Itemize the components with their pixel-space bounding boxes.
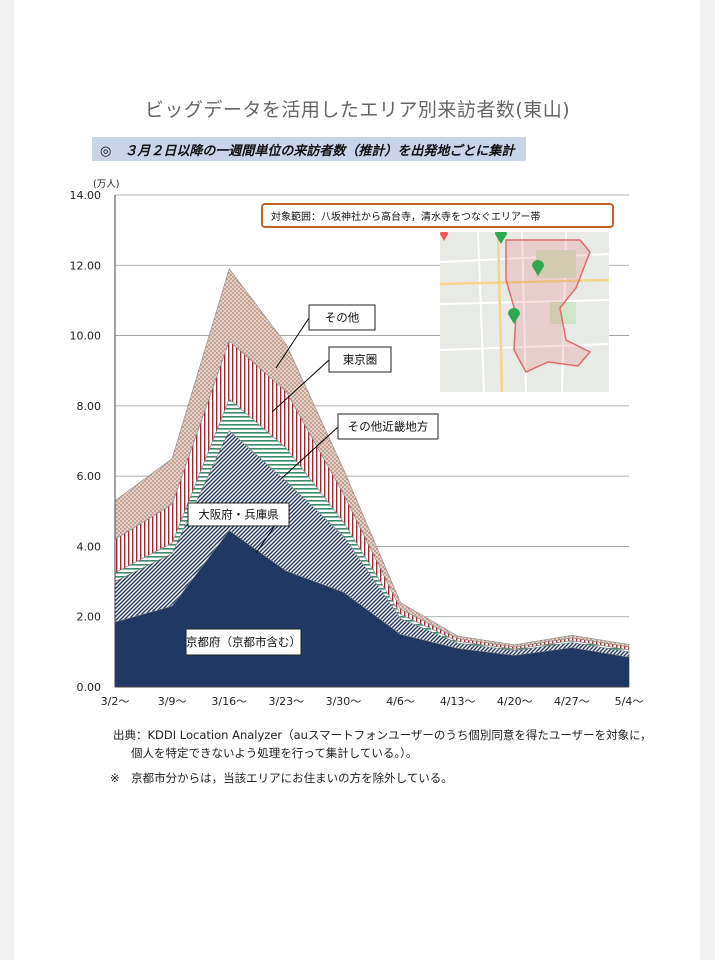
area-map-image: [440, 232, 609, 392]
y-tick-label: 0.00: [77, 681, 102, 694]
legend-label-4: その他: [325, 311, 360, 325]
subtitle-band: [92, 137, 526, 161]
x-tick-label: 3/9〜: [158, 695, 187, 708]
legend-label-3: 東京圏: [343, 353, 378, 367]
y-tick-label: 8.00: [77, 400, 102, 413]
callout-box: [187, 502, 290, 527]
x-tick-label: 4/27〜: [554, 695, 590, 708]
annotation-box: [261, 203, 614, 228]
axes: 0.00 2.00 4.00 6.00 8.00 10.00 12.00 14.00(万人) 3…: [70, 179, 644, 708]
callout-box: [328, 346, 392, 373]
y-tick-label: 2.00: [77, 611, 102, 624]
x-tick-label: 4/6〜: [386, 695, 415, 708]
y-tick-label: 14.00: [70, 189, 102, 202]
x-tick-label: 3/30〜: [326, 695, 362, 708]
callouts: 京都府（京都市含む） 大阪府・兵庫県 その他近畿地方 東京圏 その他 対象範囲：八坂神社か…: [185, 203, 614, 656]
source-text: 出典：KDDI Location Analyzer（auスマートフォンユーザーの…: [113, 728, 652, 742]
legend-label-0: 京都府（京都市含む）: [186, 635, 301, 649]
x-tick-label: 3/16〜: [211, 695, 247, 708]
area-series-4: [114, 268, 630, 648]
page-title: ビッグデータを活用したエリア別来訪者数(東山): [144, 99, 571, 121]
callout-box: [308, 304, 376, 331]
legend-label-2: その他近畿地方: [348, 420, 429, 434]
source-text-continued: 個人を特定できないよう処理を行って集計している。）。: [131, 746, 418, 760]
legend-label-1: 大阪府・兵庫県: [198, 508, 279, 522]
visitors-area-chart: 0.00 2.00 4.00 6.00 8.00 10.00 12.00 14.00(万人) 3…: [70, 179, 644, 708]
callout-leader: [281, 426, 339, 479]
callout-box: [337, 413, 439, 440]
x-tick-label: 4/20〜: [497, 695, 533, 708]
callout-leader: [271, 359, 330, 413]
x-tick-label: 5/4〜: [615, 695, 644, 708]
footnote: ※ 京都市分からは，当該エリアにお住まいの方を除外している。: [110, 771, 453, 785]
x-tick-label: 3/2〜: [101, 695, 130, 708]
callout-box: [185, 628, 302, 656]
y-unit-label: (万人): [93, 179, 119, 190]
y-tick-label: 10.00: [70, 330, 102, 343]
y-tick-label: 12.00: [70, 259, 102, 272]
y-tick-label: 4.00: [77, 540, 102, 553]
callout-leader: [275, 317, 310, 369]
chart-subtitle: ◎ ３月２日以降の一週間単位の来訪者数（推計）を出発地ごとに集計: [100, 144, 515, 159]
annotation-text: 対象範囲：八坂神社から高台寺，清水寺をつなぐエリアー帯: [271, 210, 540, 223]
x-tick-label: 4/13〜: [440, 695, 476, 708]
y-tick-label: 6.00: [77, 470, 102, 483]
x-tick-label: 3/23〜: [268, 695, 304, 708]
